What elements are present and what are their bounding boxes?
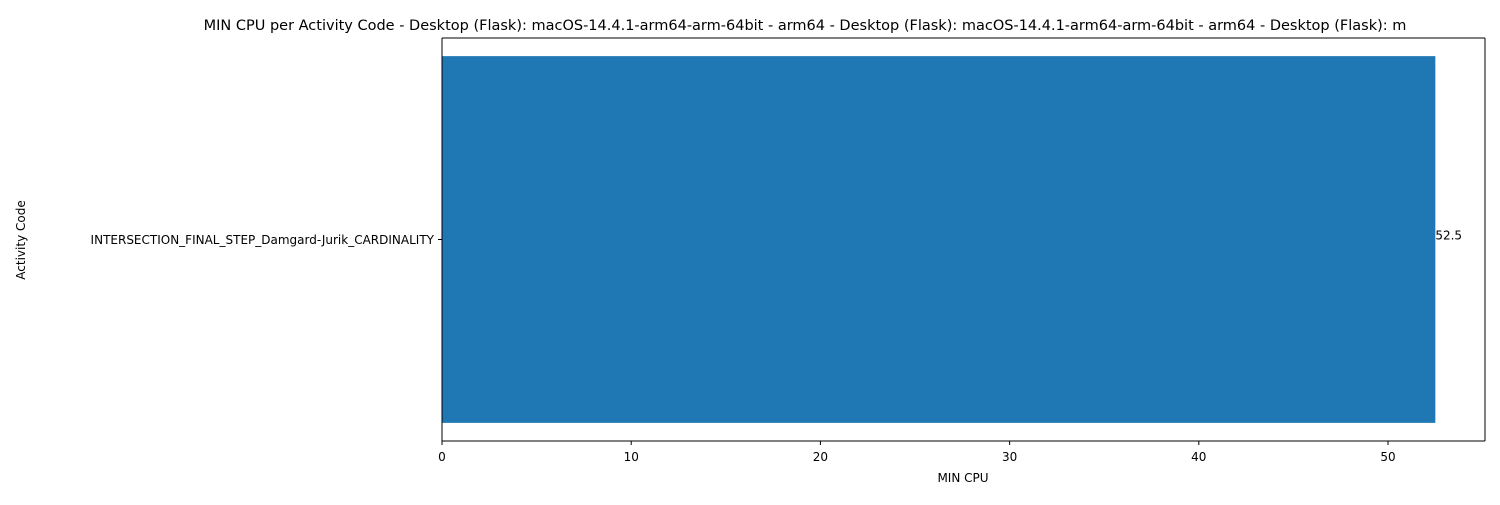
x-axis-label: MIN CPU bbox=[937, 471, 988, 485]
bar-value-label: 52.5 bbox=[1435, 229, 1462, 243]
x-tick-label: 0 bbox=[438, 450, 446, 464]
y-ticks: INTERSECTION_FINAL_STEP_Damgard-Jurik_CA… bbox=[91, 233, 442, 247]
x-tick-label: 10 bbox=[624, 450, 639, 464]
bar bbox=[442, 56, 1436, 423]
x-tick-label: 20 bbox=[813, 450, 828, 464]
x-tick-label: 40 bbox=[1191, 450, 1206, 464]
axes-layer bbox=[441, 37, 1486, 442]
bars-layer bbox=[442, 56, 1436, 423]
chart-title: MIN CPU per Activity Code - Desktop (Fla… bbox=[204, 18, 1407, 34]
y-axis-label: Activity Code bbox=[14, 200, 28, 279]
x-tick-label: 50 bbox=[1380, 450, 1395, 464]
x-tick-label: 30 bbox=[1002, 450, 1017, 464]
data-labels: 52.5 bbox=[1435, 229, 1462, 243]
y-tick-label: INTERSECTION_FINAL_STEP_Damgard-Jurik_CA… bbox=[91, 233, 435, 247]
x-ticks: 0 10 20 30 40 50 bbox=[438, 441, 1396, 464]
